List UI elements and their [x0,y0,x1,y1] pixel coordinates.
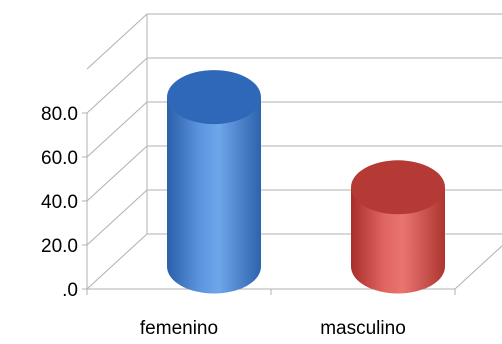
gridline [87,58,502,113]
bar-top [167,70,261,124]
bar-top [351,160,445,214]
x-tick-label: femenino [140,318,218,339]
x-tick-label: masculino [320,318,406,339]
gridline [87,14,502,69]
bar [351,160,445,293]
bar [167,70,261,293]
gridline [87,102,502,157]
y-tick-label: 80.0 [41,104,78,125]
y-tick-label: 40.0 [41,192,78,213]
floor-right-edge [455,234,502,289]
bar-layer [167,70,445,293]
y-tick-label: 20.0 [41,236,78,257]
y-tick-label: .0 [62,280,78,301]
y-tick-label: 60.0 [41,148,78,169]
bar-body [167,97,261,293]
